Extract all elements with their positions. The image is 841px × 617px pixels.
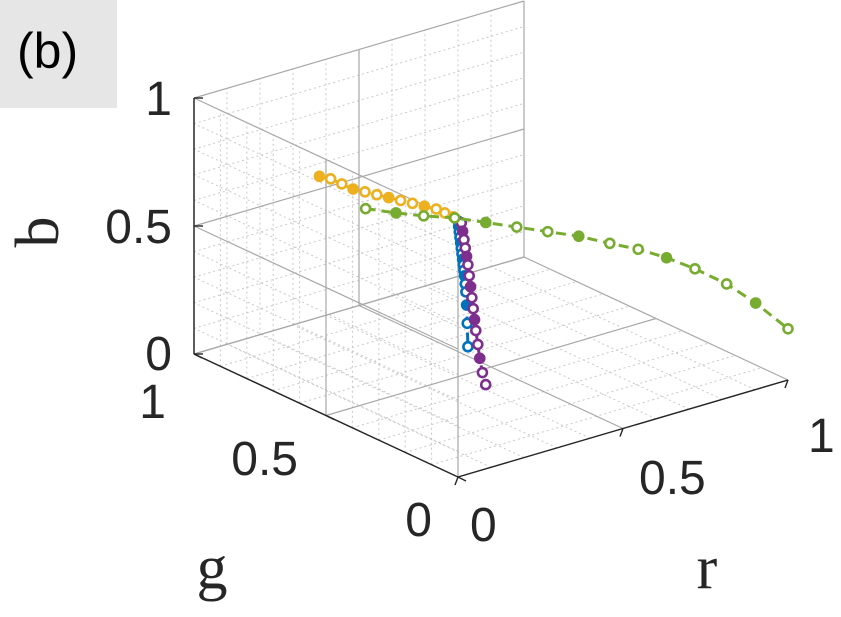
g-tick-mark	[193, 353, 203, 359]
r-tick-mark	[454, 476, 459, 486]
g-tick-0: 0	[405, 494, 432, 547]
r-tick-mark	[784, 379, 789, 389]
data-point	[632, 243, 644, 256]
data-point	[572, 230, 585, 243]
data-point	[466, 291, 478, 304]
g-tick-mark	[325, 414, 335, 421]
data-point	[390, 207, 402, 219]
major-gridline	[193, 128, 525, 227]
data-point	[394, 194, 407, 207]
g-tick-1: 1	[139, 376, 166, 429]
data-point	[689, 262, 701, 275]
z-axis-label: b	[4, 217, 72, 248]
data-point	[603, 237, 616, 250]
data-point	[470, 324, 482, 337]
data-point	[462, 340, 474, 353]
g-tick-05: 0.5	[231, 433, 298, 486]
data-point	[479, 216, 492, 229]
data-point	[464, 280, 477, 293]
data-point	[382, 191, 395, 204]
data-point	[471, 338, 484, 351]
data-point	[782, 322, 794, 335]
data-point	[467, 302, 479, 315]
major-gridline	[523, 256, 789, 381]
data-point	[660, 251, 673, 264]
data-point	[473, 352, 486, 365]
r-tick-0: 0	[470, 499, 497, 552]
major-gridline	[193, 0, 525, 99]
major-gridline	[325, 317, 657, 417]
series-line	[365, 207, 789, 330]
data-point	[347, 183, 359, 195]
r-tick-mark	[619, 428, 624, 437]
data-point	[418, 200, 431, 213]
z-tick-0: 0	[145, 328, 172, 381]
data-point	[406, 197, 419, 210]
data-point	[720, 278, 733, 290]
axes-box	[193, 97, 789, 486]
data-point	[430, 203, 443, 215]
r-tick-05: 0.5	[639, 452, 706, 505]
g-axis-label: g	[197, 534, 228, 602]
data-point	[463, 269, 476, 282]
g-tick-mark	[457, 476, 467, 482]
data-point	[336, 178, 348, 190]
z-tick-05: 0.5	[105, 201, 172, 254]
data-point	[462, 258, 474, 271]
series-1	[313, 170, 468, 229]
data-point	[510, 221, 523, 233]
data-point	[359, 202, 372, 215]
data-point	[448, 212, 461, 224]
data-point	[371, 188, 383, 201]
series-2	[455, 217, 492, 391]
series-layer	[313, 170, 794, 391]
r-tick-1: 1	[808, 410, 835, 463]
panel-label-box	[0, 0, 117, 108]
data-point	[476, 366, 489, 379]
data-point	[417, 210, 430, 222]
data-point	[359, 186, 371, 198]
data-point	[479, 378, 492, 391]
r-axis-label: r	[697, 534, 718, 602]
data-point	[541, 225, 554, 238]
z-tick-1: 1	[145, 73, 172, 126]
data-point	[313, 170, 326, 183]
data-point	[749, 297, 762, 309]
panel-label: (b)	[17, 23, 79, 79]
data-point	[468, 313, 481, 326]
series-3	[359, 202, 794, 335]
data-point	[324, 173, 337, 185]
major-gridline	[193, 225, 459, 350]
